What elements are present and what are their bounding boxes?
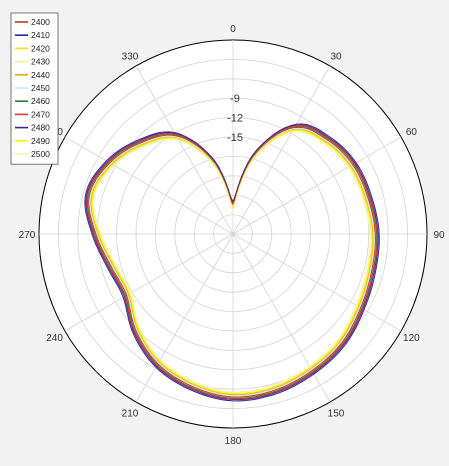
grid-spoke <box>64 136 234 235</box>
series-line-2410 <box>85 124 379 401</box>
legend-label: 2490 <box>31 136 50 146</box>
radial-tick-labels: -9 -12 -15 <box>227 93 243 144</box>
angle-tick-label: 330 <box>122 52 139 63</box>
legend-label: 2460 <box>31 96 50 106</box>
series-lines <box>84 123 380 402</box>
angle-tick-label: 120 <box>403 333 420 344</box>
series-line-2470 <box>86 125 378 400</box>
radial-tick-label: -12 <box>227 113 243 125</box>
series-line-2480 <box>84 123 380 402</box>
grid-spoke <box>135 233 234 403</box>
legend: 2400 2410 2420 2430 2440 2450 2460 2470 2480 2490… <box>10 12 59 165</box>
series-line-2430 <box>91 129 373 394</box>
series-line-2450 <box>89 127 375 397</box>
angle-tick-label: 30 <box>330 52 342 63</box>
legend-label: 2430 <box>31 57 50 67</box>
series-line-2420 <box>90 128 375 396</box>
angle-tick-label: 240 <box>46 333 63 344</box>
angle-tick-label: 210 <box>122 408 139 419</box>
grid-spoke <box>232 233 402 332</box>
legend-label: 2400 <box>31 17 50 27</box>
grid-spoke <box>135 65 234 235</box>
radial-tick-label: -9 <box>230 93 240 105</box>
angle-tick-label: 150 <box>328 408 345 419</box>
series-line-2400 <box>88 126 376 398</box>
legend-label: 2450 <box>31 83 50 93</box>
series-line-2500 <box>93 131 371 393</box>
series-line-2440 <box>90 128 374 395</box>
legend-label: 2440 <box>31 70 50 80</box>
angle-tick-label: 270 <box>19 230 36 241</box>
legend-label: 2420 <box>31 43 50 53</box>
angle-tick-label: 0 <box>230 24 236 35</box>
angle-tick-label: 90 <box>433 230 445 241</box>
legend-label: 2500 <box>31 149 50 159</box>
angle-tick-label: 180 <box>225 436 242 447</box>
grid-spoke <box>232 65 331 235</box>
series-line-2460 <box>86 125 378 399</box>
angle-tick-label: 60 <box>406 127 418 138</box>
grid-spoke <box>232 136 402 235</box>
legend-label: 2470 <box>31 109 50 119</box>
series-line-2490 <box>91 129 373 395</box>
grid-spoke <box>64 233 234 332</box>
legend-label: 2410 <box>31 30 50 40</box>
legend-label: 2480 <box>31 123 50 133</box>
radial-tick-label: -15 <box>227 132 243 144</box>
